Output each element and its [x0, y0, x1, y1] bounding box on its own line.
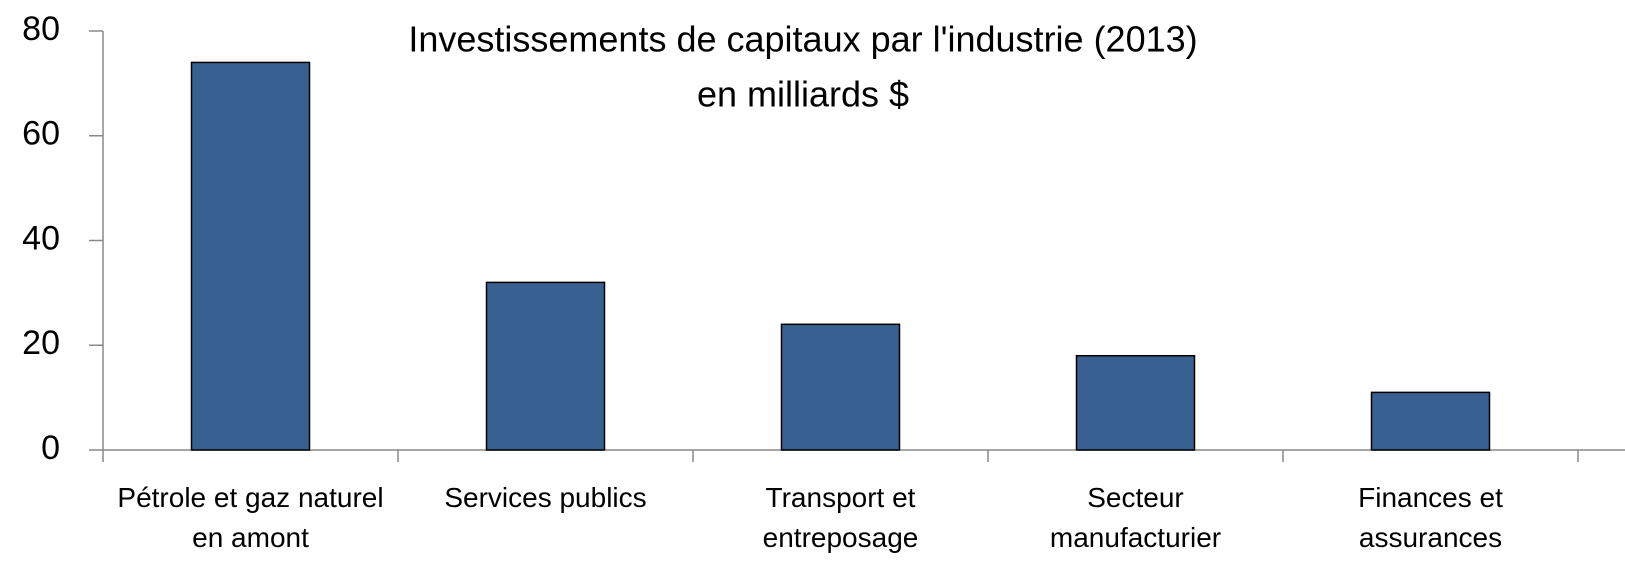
- y-tick-label: 60: [22, 115, 60, 153]
- chart-title: Investissements de capitaux par l'indust…: [408, 19, 1197, 60]
- y-tick-label: 80: [22, 10, 60, 48]
- x-tick-label: Pétrole et gaz naturel en amont: [117, 482, 384, 553]
- x-tick-label: Finances et assurances: [1358, 482, 1503, 553]
- y-tick-label: 0: [41, 429, 60, 467]
- bar: [190, 61, 311, 451]
- bar: [485, 281, 606, 451]
- bar: [1075, 354, 1196, 451]
- x-tick-label: Secteur manufacturier: [1049, 482, 1222, 553]
- y-tick-label: 20: [22, 324, 60, 362]
- chart-subtitle: en milliards $: [697, 74, 909, 115]
- x-tick-label: Transport et entreposage: [762, 482, 919, 553]
- y-tick-label: 40: [22, 219, 60, 257]
- bar: [780, 323, 901, 451]
- bar: [1370, 391, 1491, 451]
- x-tick-label: Services publics: [444, 482, 647, 513]
